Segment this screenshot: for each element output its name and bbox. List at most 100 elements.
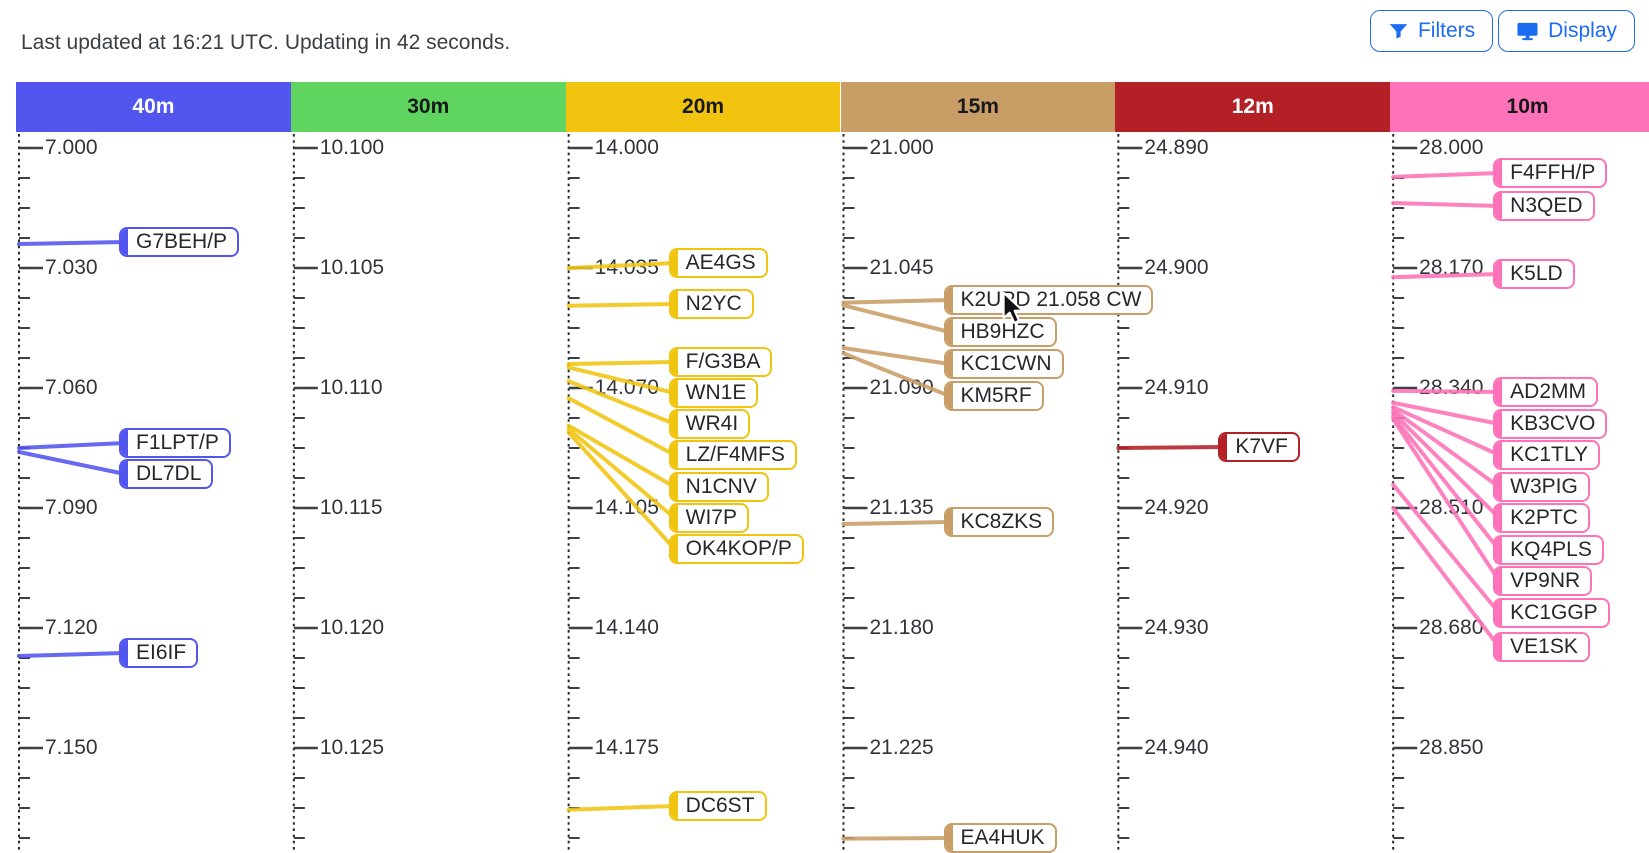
spot-N3QED[interactable]: N3QED [1493, 191, 1595, 221]
freq-tick-label: 28.680 [1419, 616, 1484, 639]
spot-accent-bar [670, 793, 678, 819]
filters-button[interactable]: Filters [1369, 10, 1494, 52]
spot-KC1GGP[interactable]: KC1GGP [1493, 598, 1610, 628]
freq-tick-label: 7.090 [45, 496, 98, 519]
spot-VP9NR[interactable]: VP9NR [1493, 566, 1593, 596]
spot-F4FFH/P[interactable]: F4FFH/P [1493, 158, 1608, 188]
spot-EA4HUK[interactable]: EA4HUK [943, 823, 1057, 853]
spot-accent-bar [121, 430, 128, 456]
spot-accent-bar [1495, 474, 1503, 500]
spot-W3PIG[interactable]: W3PIG [1493, 472, 1590, 502]
spot-accent-bar [1495, 261, 1503, 287]
freq-tick-label: 14.175 [594, 736, 659, 759]
mouse-cursor [1002, 292, 1024, 324]
spot-N2YC[interactable]: N2YC [668, 289, 754, 319]
spot-accent-bar [1495, 505, 1503, 531]
spot-WI7P[interactable]: WI7P [668, 503, 749, 533]
freq-tick-label: 7.150 [45, 736, 98, 759]
spot-callsign: EI6IF [136, 641, 187, 664]
freq-tick-label: 24.940 [1144, 736, 1209, 759]
spot-callsign: K5LD [1510, 262, 1563, 285]
spot-DC6ST[interactable]: DC6ST [668, 791, 767, 821]
spot-callsign: W3PIG [1510, 475, 1578, 498]
freq-tick-label: 10.125 [319, 736, 385, 759]
freq-tick-label: 14.035 [594, 256, 659, 279]
spot-K5LD[interactable]: K5LD [1493, 259, 1575, 289]
freq-tick-label: 10.105 [319, 256, 385, 279]
spot-callsign: DL7DL [136, 462, 202, 485]
freq-tick-label: 21.180 [869, 616, 934, 639]
spot-VE1SK[interactable]: VE1SK [1493, 632, 1590, 662]
spot-KB3CVO[interactable]: KB3CVO [1493, 409, 1608, 439]
spot-callsign: EA4HUK [960, 826, 1045, 849]
spot-accent-bar [121, 640, 128, 666]
spot-HB9HZC[interactable]: HB9HZC [943, 317, 1057, 347]
filter-icon [1388, 21, 1409, 42]
spot-accent-bar [945, 351, 953, 377]
spot-callsign: KQ4PLS [1510, 538, 1592, 561]
spot-accent-bar [670, 442, 678, 468]
spot-callsign: KC1CWN [960, 352, 1052, 375]
spot-accent-bar [670, 536, 678, 562]
spot-F/G3BA[interactable]: F/G3BA [668, 347, 773, 377]
spot-callsign: HB9HZC [960, 320, 1045, 343]
spot-callsign: N2YC [685, 292, 742, 315]
spot-DL7DL[interactable]: DL7DL [119, 459, 214, 489]
spot-accent-bar [1495, 600, 1503, 626]
band-header-10m: 10m [1390, 82, 1649, 132]
spot-KC1TLY[interactable]: KC1TLY [1493, 440, 1600, 470]
spot-LZ/F4MFS[interactable]: LZ/F4MFS [668, 440, 797, 470]
spot-KC8ZKS[interactable]: KC8ZKS [943, 507, 1055, 537]
spot-callsign: KC1GGP [1510, 601, 1598, 624]
spot-F1LPT/P[interactable]: F1LPT/P [119, 428, 231, 458]
freq-tick-label: 24.920 [1144, 496, 1209, 519]
display-icon [1516, 21, 1539, 42]
freq-tick-label: 24.930 [1144, 616, 1209, 639]
spot-KQ4PLS[interactable]: KQ4PLS [1493, 535, 1604, 565]
freq-tick-label: 21.135 [869, 496, 934, 519]
spot-OK4KOP/P[interactable]: OK4KOP/P [668, 534, 804, 564]
spot-EI6IF[interactable]: EI6IF [119, 638, 199, 668]
freq-tick-label: 24.900 [1144, 256, 1209, 279]
display-button-label: Display [1548, 19, 1617, 42]
freq-tick-label: 21.090 [869, 376, 934, 399]
freq-tick-label: 21.225 [869, 736, 934, 759]
spot-KC1CWN[interactable]: KC1CWN [943, 349, 1064, 379]
spot-callsign: F4FFH/P [1510, 161, 1596, 184]
freq-tick-label: 7.030 [45, 256, 98, 279]
spot-callsign: N1CNV [685, 475, 757, 498]
spot-callsign: KC1TLY [1510, 443, 1588, 466]
spot-K2PTC[interactable]: K2PTC [1493, 503, 1590, 533]
freq-tick-label: 10.120 [319, 616, 385, 639]
spot-K2UPD[interactable]: K2UPD 21.058 CW [943, 285, 1154, 315]
spot-accent-bar [670, 411, 678, 437]
spot-callsign: N3QED [1510, 194, 1583, 217]
freq-tick-label: 28.510 [1419, 496, 1484, 519]
spot-callsign: VE1SK [1510, 635, 1578, 658]
spot-accent-bar [670, 474, 678, 500]
spot-callsign: AE4GS [685, 251, 756, 274]
spot-accent-bar [1495, 537, 1503, 563]
spot-K7VF[interactable]: K7VF [1218, 432, 1300, 462]
spot-callsign: K2PTC [1510, 506, 1578, 529]
freq-tick-label: 21.000 [869, 136, 934, 159]
spot-accent-bar [670, 349, 678, 375]
freq-tick-label: 14.070 [594, 376, 659, 399]
spot-accent-bar [1495, 634, 1503, 660]
spot-AE4GS[interactable]: AE4GS [668, 248, 768, 278]
spot-callsign: F1LPT/P [136, 431, 219, 454]
spot-accent-bar [945, 319, 953, 345]
spot-accent-bar [945, 825, 953, 851]
spot-callsign: DC6ST [685, 794, 755, 817]
display-button[interactable]: Display [1498, 10, 1635, 52]
spot-callsign: F/G3BA [685, 350, 761, 373]
spot-N1CNV[interactable]: N1CNV [668, 472, 769, 502]
spot-WR4I[interactable]: WR4I [668, 409, 751, 439]
spot-G7BEH/P[interactable]: G7BEH/P [119, 227, 240, 257]
spot-accent-bar [670, 291, 678, 317]
spot-KM5RF[interactable]: KM5RF [943, 381, 1044, 411]
freq-tick-label: 7.060 [45, 376, 98, 399]
spot-AD2MM[interactable]: AD2MM [1493, 377, 1598, 407]
spot-WN1E[interactable]: WN1E [668, 378, 759, 408]
spot-accent-bar [1495, 411, 1503, 437]
